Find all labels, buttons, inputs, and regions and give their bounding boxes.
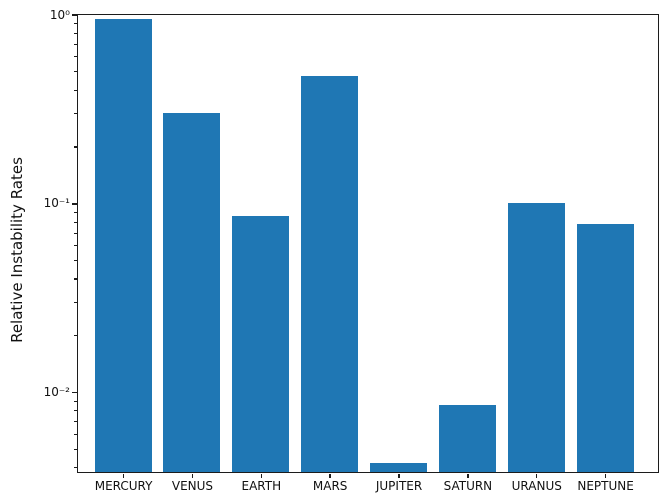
- y-tick-label: 10⁰: [49, 7, 70, 22]
- y-tick-minor: [74, 89, 77, 91]
- y-axis-label: Relative Instability Rates: [8, 157, 26, 343]
- y-tick-label: 10⁻²: [43, 385, 70, 400]
- y-tick-minor: [74, 71, 77, 73]
- bar-saturn: [438, 404, 496, 472]
- x-tick-uranus: [536, 473, 538, 478]
- x-tick-label-neptune: NEPTUNE: [577, 479, 634, 493]
- y-tick-minor: [74, 146, 77, 148]
- x-tick-saturn: [467, 473, 469, 478]
- bar-mars: [301, 76, 359, 472]
- x-tick-jupiter: [398, 473, 400, 478]
- bar-mercury: [94, 18, 152, 472]
- x-tick-label-earth: EARTH: [241, 479, 282, 493]
- x-tick-venus: [191, 473, 194, 478]
- y-tick-minor: [74, 400, 77, 402]
- y-tick-minor: [74, 113, 77, 115]
- x-tick-neptune: [604, 473, 607, 478]
- bar-venus: [163, 113, 221, 472]
- bar-jupiter: [370, 463, 428, 472]
- y-tick-major: [71, 14, 77, 16]
- x-tick-label-mars: MARS: [312, 479, 348, 493]
- y-tick-minor: [74, 232, 77, 234]
- bar-uranus: [507, 203, 565, 472]
- y-tick-minor: [74, 278, 77, 280]
- bar-neptune: [576, 223, 634, 472]
- y-tick-label: 10⁻¹: [43, 196, 70, 211]
- y-tick-minor: [74, 32, 77, 34]
- y-tick-minor: [74, 335, 77, 337]
- x-tick-label-mercury: MERCURY: [94, 479, 153, 493]
- x-tick-mars: [329, 473, 331, 478]
- y-tick-minor: [74, 410, 77, 412]
- x-tick-mercury: [122, 473, 125, 478]
- y-tick-minor: [74, 23, 77, 25]
- x-tick-label-jupiter: JUPITER: [375, 479, 423, 493]
- y-tick-major: [71, 203, 77, 205]
- y-tick-minor: [74, 448, 77, 451]
- y-tick-minor: [74, 56, 77, 58]
- y-tick-minor: [74, 260, 77, 262]
- y-tick-major: [71, 391, 77, 394]
- y-tick-minor: [74, 302, 77, 304]
- y-tick-minor: [74, 433, 77, 436]
- x-tick-earth: [260, 473, 262, 478]
- y-tick-minor: [74, 43, 77, 45]
- bar-earth: [232, 215, 290, 472]
- x-tick-label-saturn: SATURN: [443, 479, 493, 493]
- plot-area: [76, 13, 659, 473]
- y-tick-minor: [74, 211, 77, 213]
- y-tick-minor: [74, 245, 77, 247]
- y-tick-minor: [74, 221, 77, 223]
- x-tick-label-uranus: URANUS: [511, 479, 562, 493]
- x-tick-label-venus: VENUS: [171, 479, 214, 493]
- y-tick-minor: [74, 467, 77, 469]
- y-tick-minor: [74, 421, 77, 423]
